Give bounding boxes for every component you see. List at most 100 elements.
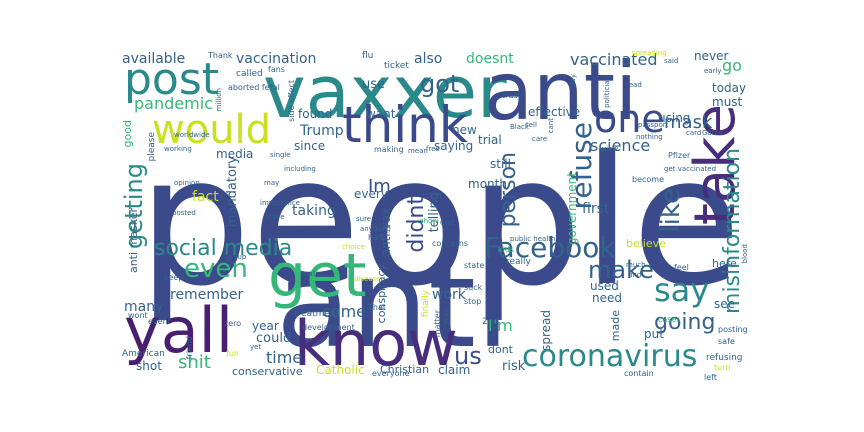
word: vaccinated <box>570 50 658 69</box>
word: politician <box>603 76 611 108</box>
word: want <box>366 107 396 121</box>
word: vaccination <box>236 51 317 67</box>
word: use <box>362 77 386 92</box>
word: see <box>714 297 736 311</box>
word: state <box>464 261 485 270</box>
word: left <box>704 373 717 381</box>
word: also <box>414 51 443 67</box>
word: zero <box>224 319 242 328</box>
word: read <box>626 81 642 89</box>
word: group <box>226 253 247 261</box>
word: time <box>266 348 303 367</box>
word: shot <box>136 359 162 373</box>
word: friend <box>185 336 194 360</box>
word: think <box>342 96 468 154</box>
word: going <box>654 310 716 335</box>
word: working <box>164 145 192 153</box>
word: said <box>664 57 679 65</box>
word: really <box>506 257 531 267</box>
word: suck <box>464 283 483 292</box>
word: social media <box>154 236 293 261</box>
word: flu <box>362 51 374 61</box>
word: put <box>644 327 664 341</box>
word: one <box>594 97 665 141</box>
word: today <box>712 81 747 95</box>
word: day <box>569 74 577 87</box>
word: people <box>138 118 742 325</box>
word: since <box>294 139 326 153</box>
word: conspiracy <box>375 264 388 324</box>
word: Christian <box>380 363 430 376</box>
word: many <box>124 299 164 315</box>
word: wont <box>128 311 148 320</box>
word: yet <box>250 343 262 351</box>
word: year <box>252 319 279 333</box>
word: way <box>441 308 450 325</box>
word: care <box>532 135 548 143</box>
word: called <box>236 69 263 79</box>
word: spreading <box>632 49 667 57</box>
word: cases <box>658 315 681 324</box>
word: sure <box>356 215 372 223</box>
word: ticket <box>384 61 409 71</box>
word: safe <box>718 337 735 346</box>
word: making <box>374 145 404 154</box>
word: shit <box>178 352 211 373</box>
word: doesnt <box>466 51 514 67</box>
word: please <box>147 132 157 162</box>
word: available <box>122 51 186 67</box>
word: fun <box>226 349 239 358</box>
word: Catholic <box>316 363 365 377</box>
word: post <box>124 54 220 105</box>
word: get vaccinated <box>664 165 717 173</box>
word: show <box>420 217 439 225</box>
word: still <box>490 157 511 171</box>
word: spread <box>539 310 553 351</box>
word: kids <box>498 245 515 254</box>
word: coronavirus <box>522 339 698 374</box>
word: finally <box>421 290 431 318</box>
word: opinion <box>174 179 200 187</box>
word: turn <box>714 363 731 372</box>
word: believe <box>626 237 666 250</box>
word: million <box>215 88 223 112</box>
word: even <box>184 254 248 284</box>
word: good <box>121 120 134 148</box>
word: Gates <box>702 129 723 137</box>
word: could <box>256 331 292 346</box>
word: development <box>302 323 355 332</box>
word: there <box>266 213 285 221</box>
word: anti masker <box>127 208 140 274</box>
word: That <box>368 303 386 312</box>
word: worldwide <box>174 131 210 139</box>
word: dont <box>488 343 513 356</box>
word: much <box>626 261 646 269</box>
word: here <box>712 257 737 270</box>
word: mandatory <box>225 156 240 228</box>
word: choice <box>342 243 365 251</box>
word: anti <box>276 233 510 375</box>
word: us <box>454 342 482 370</box>
word: importance <box>260 199 300 207</box>
word: effective <box>528 105 581 119</box>
word: posting <box>718 325 748 334</box>
word: get <box>268 241 367 311</box>
word: contain <box>624 369 654 378</box>
word: Trump <box>300 123 344 139</box>
word: side effect <box>287 80 296 122</box>
word: concerns <box>432 239 469 248</box>
word: real <box>300 269 316 278</box>
word: never <box>694 49 729 63</box>
word: anything <box>360 225 391 233</box>
word: claim <box>438 363 471 377</box>
word: work <box>432 287 466 303</box>
word: new <box>452 123 477 137</box>
word: made <box>609 310 622 342</box>
word: I'm <box>488 316 513 335</box>
word: cant <box>547 118 555 134</box>
word: would <box>152 107 272 153</box>
word: mean <box>408 147 428 155</box>
word: conservative <box>232 365 303 378</box>
word: nothing <box>636 133 663 141</box>
word: 2nd <box>482 317 500 327</box>
